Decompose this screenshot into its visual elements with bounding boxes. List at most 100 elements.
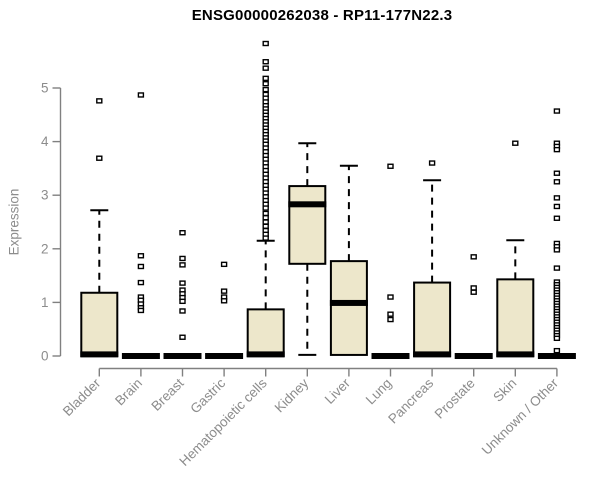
outlier-point bbox=[179, 280, 186, 286]
outlier-point bbox=[220, 298, 228, 304]
x-tick-label-brain: Brain bbox=[112, 376, 145, 409]
x-tick-label-liver: Liver bbox=[322, 375, 354, 407]
outlier-point bbox=[220, 261, 228, 268]
y-tick-label: 2 bbox=[41, 241, 49, 256]
outlier-point bbox=[553, 203, 561, 210]
outlier-point bbox=[553, 108, 561, 114]
outlier-point bbox=[262, 65, 269, 71]
outlier-point bbox=[387, 294, 394, 300]
median-line bbox=[288, 201, 327, 208]
outlier-point bbox=[179, 308, 186, 314]
x-tick-label-kidney: Kidney bbox=[272, 375, 312, 415]
median-line bbox=[121, 353, 160, 359]
box bbox=[413, 281, 452, 357]
outlier-point bbox=[553, 335, 561, 342]
outlier-point bbox=[428, 160, 436, 166]
outlier-point bbox=[262, 40, 269, 47]
median-line bbox=[454, 353, 493, 359]
outlier-point bbox=[179, 255, 186, 262]
outlier-point bbox=[553, 195, 561, 201]
boxplot-brain bbox=[121, 92, 160, 359]
x-tick-label-gastric: Gastric bbox=[187, 375, 228, 416]
outlier-point bbox=[470, 254, 477, 260]
outlier-point bbox=[553, 215, 561, 221]
median-line bbox=[329, 299, 368, 306]
outlier-point bbox=[262, 205, 269, 211]
median-line bbox=[537, 353, 576, 359]
outlier-point bbox=[512, 140, 519, 146]
outlier-point bbox=[96, 98, 103, 104]
outlier-point bbox=[470, 289, 477, 295]
box bbox=[329, 260, 368, 356]
outlier-point bbox=[96, 155, 103, 161]
x-tick-label-pancreas: Pancreas bbox=[385, 375, 436, 426]
x-tick-label-skin: Skin bbox=[490, 376, 519, 405]
box bbox=[288, 185, 327, 265]
boxplot-hematopoietic-cells bbox=[246, 40, 285, 358]
outlier-point bbox=[262, 219, 269, 225]
outlier-point bbox=[137, 92, 145, 98]
boxplot-kidney bbox=[288, 142, 327, 356]
y-tick-label: 5 bbox=[41, 81, 49, 96]
median-line bbox=[80, 351, 119, 358]
outlier-point bbox=[179, 298, 186, 305]
median-line bbox=[371, 353, 410, 359]
median-line bbox=[413, 351, 452, 358]
outlier-point bbox=[179, 334, 186, 340]
chart-title: ENSG00000262038 - RP11-177N22.3 bbox=[191, 7, 453, 24]
outlier-point bbox=[553, 247, 561, 253]
boxplot-liver bbox=[329, 164, 368, 356]
outlier-point bbox=[553, 179, 561, 185]
boxplot-unknown-other bbox=[537, 108, 576, 359]
y-tick-label: 1 bbox=[41, 295, 49, 310]
outlier-point bbox=[387, 316, 394, 323]
outlier-point bbox=[179, 262, 186, 268]
median-line bbox=[205, 353, 244, 359]
outlier-point bbox=[262, 86, 269, 93]
x-tick-label-unknown-other: Unknown / Other bbox=[479, 375, 562, 458]
outlier-point bbox=[262, 81, 269, 87]
outlier-point bbox=[262, 75, 269, 82]
outlier-point bbox=[262, 210, 269, 217]
boxplot-lung bbox=[371, 163, 410, 359]
outlier-point bbox=[137, 253, 145, 259]
y-axis: 0 1 2 3 4 5 bbox=[41, 81, 62, 364]
outlier-point bbox=[262, 223, 269, 229]
outlier-point bbox=[137, 279, 145, 286]
median-line bbox=[496, 351, 535, 358]
box bbox=[246, 308, 285, 358]
box bbox=[80, 291, 119, 358]
boxplot-skin bbox=[496, 140, 535, 358]
outlier-point bbox=[387, 311, 394, 317]
median-line bbox=[163, 353, 202, 359]
outlier-point bbox=[262, 235, 269, 241]
boxplot-breast bbox=[163, 230, 202, 359]
outlier-point bbox=[262, 215, 269, 221]
outlier-point bbox=[553, 146, 561, 153]
outlier-point bbox=[387, 163, 394, 169]
box bbox=[496, 278, 535, 357]
y-tick-label: 0 bbox=[41, 349, 49, 364]
outlier-point bbox=[137, 263, 145, 270]
outlier-point bbox=[553, 347, 561, 354]
outlier-point bbox=[220, 288, 228, 294]
boxplot-gastric bbox=[205, 261, 244, 359]
x-tick-label-lung: Lung bbox=[363, 376, 395, 408]
outlier-point bbox=[553, 170, 561, 176]
boxplot-pancreas bbox=[413, 160, 452, 358]
y-tick-label: 3 bbox=[41, 188, 49, 203]
x-tick-label-bladder: Bladder bbox=[60, 375, 104, 419]
outlier-point bbox=[553, 265, 561, 271]
boxplot-prostate bbox=[454, 254, 493, 359]
outlier-point bbox=[137, 307, 145, 314]
x-tick-label-prostate: Prostate bbox=[432, 376, 478, 422]
outlier-point bbox=[470, 285, 477, 291]
median-line bbox=[246, 351, 285, 358]
y-tick-label: 4 bbox=[41, 134, 49, 149]
outlier-point bbox=[262, 59, 269, 65]
outlier-point bbox=[179, 230, 186, 236]
x-tick-label-breast: Breast bbox=[148, 375, 186, 413]
